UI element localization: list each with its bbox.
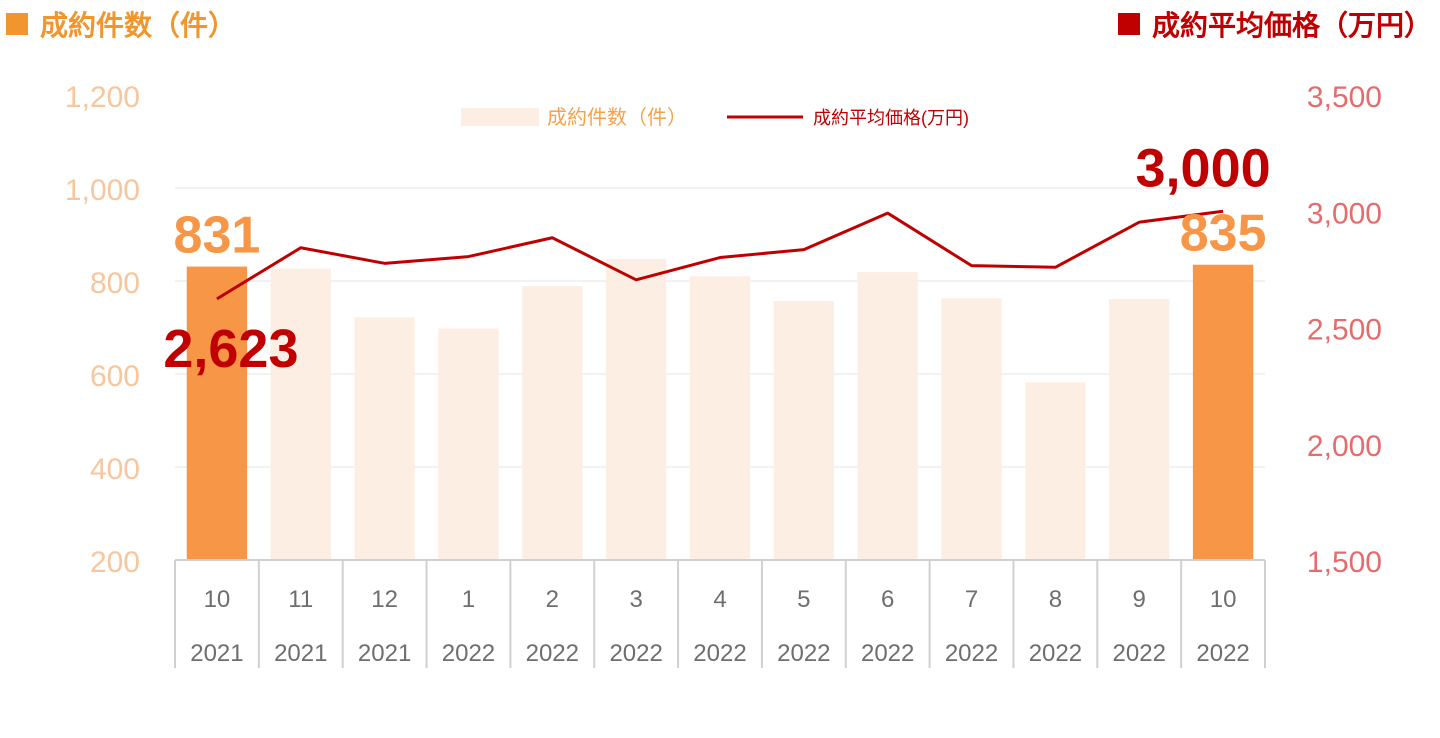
x-tick-label-year: 2021 bbox=[274, 640, 327, 667]
left-axis-heading: 成約件数（件） bbox=[6, 4, 236, 44]
x-tick-label-year: 2022 bbox=[609, 640, 662, 667]
x-tick-label-month: 6 bbox=[881, 586, 894, 613]
left-axis-tick-label: 600 bbox=[90, 360, 140, 393]
left-axis-heading-text: 成約件数（件） bbox=[40, 9, 237, 42]
x-tick-label-year: 2022 bbox=[693, 640, 746, 667]
x-tick-label-month: 4 bbox=[713, 586, 726, 613]
x-tick-label-month: 3 bbox=[629, 586, 642, 613]
legend-line-label: 成約平均価格(万円) bbox=[813, 108, 969, 128]
right-axis-heading: 成約平均価格（万円） bbox=[1117, 4, 1432, 44]
legend-bar-label: 成約件数（件） bbox=[547, 106, 687, 129]
left-axis-tick-label: 200 bbox=[90, 546, 140, 579]
left-axis-tick-label: 1,200 bbox=[65, 81, 140, 114]
x-tick-label-month: 10 bbox=[1210, 586, 1237, 613]
legend-bar-swatch bbox=[461, 108, 539, 126]
x-tick-label-year: 2021 bbox=[190, 640, 243, 667]
x-tick-label-year: 2022 bbox=[777, 640, 830, 667]
left-axis-tick-label: 1,000 bbox=[65, 174, 140, 207]
x-tick-label-year: 2022 bbox=[945, 640, 998, 667]
red-square-icon bbox=[1117, 13, 1140, 35]
x-tick-label-year: 2022 bbox=[442, 640, 495, 667]
x-tick-label-year: 2022 bbox=[1196, 640, 1249, 667]
bar bbox=[354, 317, 415, 560]
x-tick-label-month: 11 bbox=[288, 586, 313, 613]
x-tick-label-month: 7 bbox=[965, 586, 978, 613]
x-tick-label-year: 2021 bbox=[358, 640, 411, 667]
x-tick-label-month: 8 bbox=[1049, 586, 1062, 613]
bar bbox=[605, 259, 667, 560]
x-tick-label-month: 5 bbox=[797, 586, 810, 613]
bar bbox=[186, 266, 248, 560]
x-tick-label-month: 9 bbox=[1133, 586, 1146, 613]
line-data-label: 3,000 bbox=[1136, 138, 1271, 198]
right-axis-tick-label: 1,500 bbox=[1307, 546, 1382, 579]
bar bbox=[857, 272, 918, 560]
bar bbox=[522, 286, 583, 560]
bar bbox=[1109, 299, 1170, 560]
x-tick-label-month: 10 bbox=[204, 586, 231, 613]
right-axis-tick-label: 3,500 bbox=[1307, 81, 1382, 114]
x-tick-label-year: 2022 bbox=[1113, 640, 1166, 667]
right-axis-tick-label: 2,000 bbox=[1307, 430, 1382, 463]
right-axis-heading-text: 成約平均価格（万円） bbox=[1151, 9, 1432, 42]
bar bbox=[773, 300, 835, 560]
bar-data-label: 835 bbox=[1180, 205, 1267, 263]
bar bbox=[1192, 264, 1254, 560]
x-tick-label-month: 1 bbox=[462, 586, 475, 613]
right-axis-tick-label: 3,000 bbox=[1307, 197, 1382, 230]
left-axis-tick-label: 800 bbox=[90, 267, 140, 300]
x-tick-label-year: 2022 bbox=[526, 640, 579, 667]
x-tick-label-month: 2 bbox=[546, 586, 559, 613]
left-axis-tick-label: 400 bbox=[90, 453, 140, 486]
bar bbox=[270, 268, 331, 560]
x-tick-label-month: 12 bbox=[371, 586, 398, 613]
bar-data-label: 831 bbox=[174, 207, 261, 265]
line-data-label: 2,623 bbox=[163, 319, 298, 379]
bar bbox=[1025, 382, 1086, 560]
right-axis-tick-label: 2,500 bbox=[1307, 314, 1382, 347]
price-line bbox=[216, 209, 1224, 301]
x-tick-label-year: 2022 bbox=[1029, 640, 1082, 667]
x-tick-label-year: 2022 bbox=[861, 640, 914, 667]
orange-square-icon bbox=[6, 13, 28, 35]
bar bbox=[438, 328, 499, 560]
bar bbox=[689, 276, 751, 560]
bar bbox=[941, 298, 1002, 560]
